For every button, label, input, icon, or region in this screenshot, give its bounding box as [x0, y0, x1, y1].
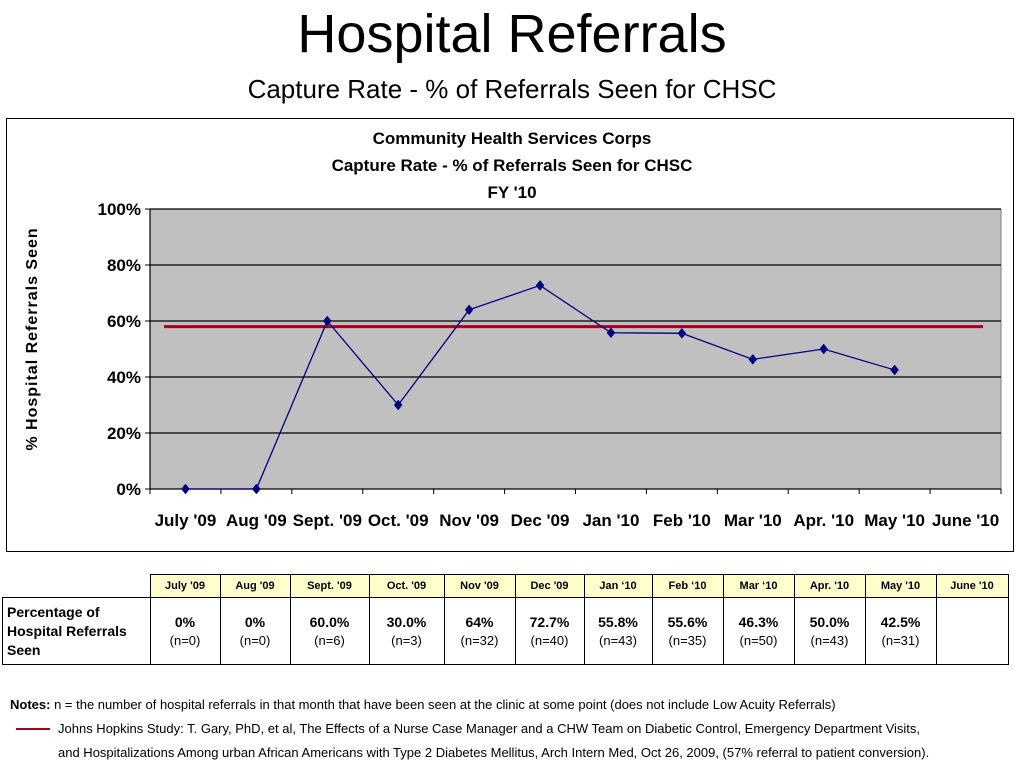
cell-count: (n=6): [314, 632, 345, 648]
x-tick-label: Oct. '09: [368, 511, 429, 530]
cell-count: (n=50): [739, 632, 778, 648]
table-header-cell: Oct. '09: [368, 574, 445, 598]
x-tick-label: Apr. '10: [793, 511, 854, 530]
notes-label: Notes:: [10, 697, 51, 712]
table-header-cell: June '10: [935, 574, 1009, 598]
data-point-marker: [819, 343, 829, 355]
table-header-cell: May '10: [864, 574, 937, 598]
cell-percentage: 0%: [174, 613, 196, 630]
table-cell: 42.5% (n=31): [864, 597, 937, 665]
table-cell: 0% (n=0): [219, 597, 291, 665]
table-cell: 55.6% (n=35): [651, 597, 724, 665]
x-tick-label: Nov '09: [439, 511, 499, 530]
table-header-cell: Dec '09: [514, 574, 585, 598]
x-tick-label: Jan '10: [582, 511, 639, 530]
notes-text: n = the number of hospital referrals in …: [50, 697, 836, 712]
table-row: Percentage of Hospital Referrals Seen 0%…: [2, 597, 1009, 665]
table-cell: [935, 597, 1009, 665]
table-cell: 46.3% (n=50): [722, 597, 795, 665]
cell-count: (n=35): [668, 632, 707, 648]
cell-count: (n=0): [239, 632, 271, 648]
cell-percentage: 46.3%: [738, 613, 779, 630]
chart-title-line: Community Health Services Corps: [373, 129, 652, 148]
data-point-marker: [748, 353, 758, 365]
notes-line-2: Johns Hopkins Study: T. Gary, PhD, et al…: [58, 721, 921, 736]
data-point-marker: [890, 364, 899, 376]
y-tick-label: 0%: [116, 480, 141, 499]
benchmark-legend-line: [16, 728, 50, 730]
table-header-cell: July '09: [149, 574, 221, 598]
table-header-cell: Mar ‘10: [722, 574, 795, 598]
notes-line-3: and Hospitalizations Among urban African…: [58, 745, 930, 760]
cell-count: (n=31): [881, 632, 920, 648]
y-tick-label: 40%: [107, 368, 141, 387]
chart-frame: Community Health Services Corps Capture R…: [6, 118, 1014, 552]
y-tick-label: 20%: [107, 424, 141, 443]
table-cell: 72.7% (n=40): [514, 597, 585, 665]
data-point-marker: [464, 304, 474, 316]
table-header-cell: Sept. '09: [289, 574, 370, 598]
cell-percentage: 55.6%: [667, 613, 708, 630]
notes-line-1: Notes: n = the number of hospital referr…: [10, 692, 1020, 717]
chart-title-line: FY '10: [487, 183, 536, 202]
y-axis-title: % Hospital Referrals Seen: [24, 227, 41, 450]
table-header-cell: Apr. '10: [793, 574, 866, 598]
cell-percentage: 30.0%: [386, 613, 427, 630]
table-cell: 50.0% (n=43): [793, 597, 866, 665]
chart-title-line: Capture Rate - % of Referrals Seen for C…: [332, 156, 693, 175]
y-tick-label: 60%: [107, 312, 141, 331]
row-label: Percentage of Hospital Referrals Seen: [2, 597, 151, 665]
x-tick-label: Aug '09: [226, 511, 287, 530]
data-table: July '09 Aug '09 Sept. '09 Oct. '09 Nov '09 D…: [2, 574, 1009, 665]
x-tick-label: May '10: [864, 511, 925, 530]
x-tick-label: Dec '09: [511, 511, 570, 530]
cell-count: (n=3): [391, 632, 422, 648]
table-header-cell: Feb ‘10: [651, 574, 724, 598]
data-point-marker: [322, 315, 332, 327]
plot-area: [149, 208, 1002, 490]
cell-percentage: 50.0%: [809, 613, 850, 630]
page-title: Hospital Referrals: [297, 4, 727, 64]
notes-section: Notes: n = the number of hospital referr…: [10, 692, 1020, 760]
x-tick-label: Sept. '09: [293, 511, 362, 530]
cell-count: (n=32): [460, 632, 499, 648]
x-tick-label: Feb '10: [653, 511, 711, 530]
table-header-cell: Nov '09: [443, 574, 516, 598]
cell-percentage: 0%: [244, 613, 266, 630]
data-point-marker: [535, 280, 545, 291]
cell-percentage: 42.5%: [880, 613, 921, 630]
x-tick-label: Mar '10: [724, 511, 782, 530]
table-header-cell: Jan ‘10: [583, 574, 653, 598]
table-header-row: July '09 Aug '09 Sept. '09 Oct. '09 Nov '09 D…: [2, 574, 1009, 598]
cell-count: (n=40): [530, 632, 569, 648]
cell-percentage: 55.8%: [598, 613, 638, 630]
x-tick-label: July '09: [155, 511, 217, 530]
table-cell: 30.0% (n=3): [368, 597, 445, 665]
chart-svg: Community Health Services Corps Capture R…: [24, 129, 1002, 530]
data-point-marker: [252, 483, 261, 495]
table-corner: [2, 574, 151, 598]
table-cell: 0% (n=0): [149, 597, 221, 665]
cell-count: (n=0): [169, 632, 201, 648]
table-cell: 64% (n=32): [443, 597, 516, 665]
x-tick-label: June '10: [932, 511, 999, 530]
table-cell: 60.0% (n=6): [289, 597, 370, 665]
table-header-cell: Aug '09: [219, 574, 291, 598]
cell-percentage: 60.0%: [309, 613, 350, 630]
y-tick-label: 80%: [107, 256, 141, 275]
cell-percentage: 72.7%: [529, 613, 570, 630]
data-point-marker: [181, 483, 190, 495]
data-point-marker: [677, 327, 687, 339]
page-subtitle: Capture Rate - % of Referrals Seen for C…: [247, 74, 777, 104]
table-cell: 55.8% (n=43): [583, 597, 653, 665]
data-point-marker: [393, 399, 403, 411]
data-point-marker: [606, 327, 616, 339]
cell-count: (n=43): [810, 632, 849, 648]
cell-percentage: 64%: [465, 613, 494, 630]
cell-count: (n=43): [599, 632, 637, 648]
y-tick-label: 100%: [98, 200, 141, 219]
